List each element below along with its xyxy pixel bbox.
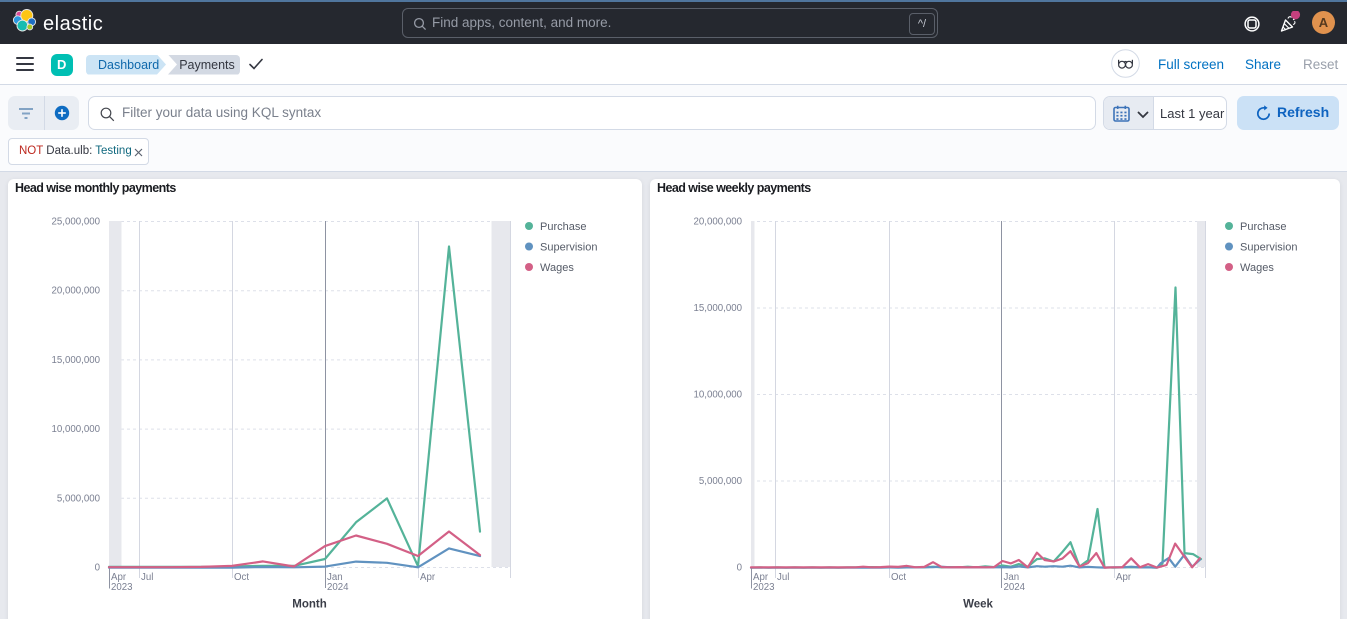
svg-text:Oct: Oct (234, 572, 249, 583)
svg-text:10,000,000: 10,000,000 (52, 424, 101, 435)
svg-text:20,000,000: 20,000,000 (52, 286, 101, 297)
svg-text:Month: Month (292, 599, 326, 611)
svg-text:25,000,000: 25,000,000 (52, 217, 101, 228)
svg-text:Purchase: Purchase (1240, 221, 1286, 233)
svg-text:Week: Week (963, 599, 993, 611)
svg-text:Supervision: Supervision (1240, 242, 1297, 254)
svg-text:2023: 2023 (111, 582, 133, 593)
svg-text:5,000,000: 5,000,000 (57, 493, 101, 504)
svg-text:2023: 2023 (753, 582, 775, 593)
svg-text:Wages: Wages (1240, 262, 1274, 274)
svg-text:5,000,000: 5,000,000 (699, 476, 743, 487)
svg-text:Apr: Apr (753, 572, 769, 583)
svg-text:10,000,000: 10,000,000 (694, 390, 743, 401)
svg-text:2024: 2024 (327, 582, 349, 593)
svg-text:15,000,000: 15,000,000 (694, 303, 743, 314)
svg-text:Oct: Oct (891, 572, 906, 583)
svg-text:0: 0 (737, 563, 743, 574)
svg-text:Wages: Wages (540, 262, 574, 274)
svg-text:15,000,000: 15,000,000 (52, 355, 101, 366)
svg-text:Jul: Jul (777, 572, 789, 583)
svg-text:Jan: Jan (1004, 572, 1020, 583)
svg-text:20,000,000: 20,000,000 (694, 217, 743, 228)
svg-text:Apr: Apr (1116, 572, 1132, 583)
svg-text:Jul: Jul (141, 572, 153, 583)
svg-text:2024: 2024 (1004, 582, 1026, 593)
svg-text:Apr: Apr (111, 572, 127, 583)
svg-text:Purchase: Purchase (540, 221, 586, 233)
svg-text:Supervision: Supervision (540, 242, 597, 254)
svg-text:0: 0 (95, 563, 101, 574)
svg-text:Apr: Apr (420, 572, 436, 583)
svg-text:Jan: Jan (327, 572, 343, 583)
